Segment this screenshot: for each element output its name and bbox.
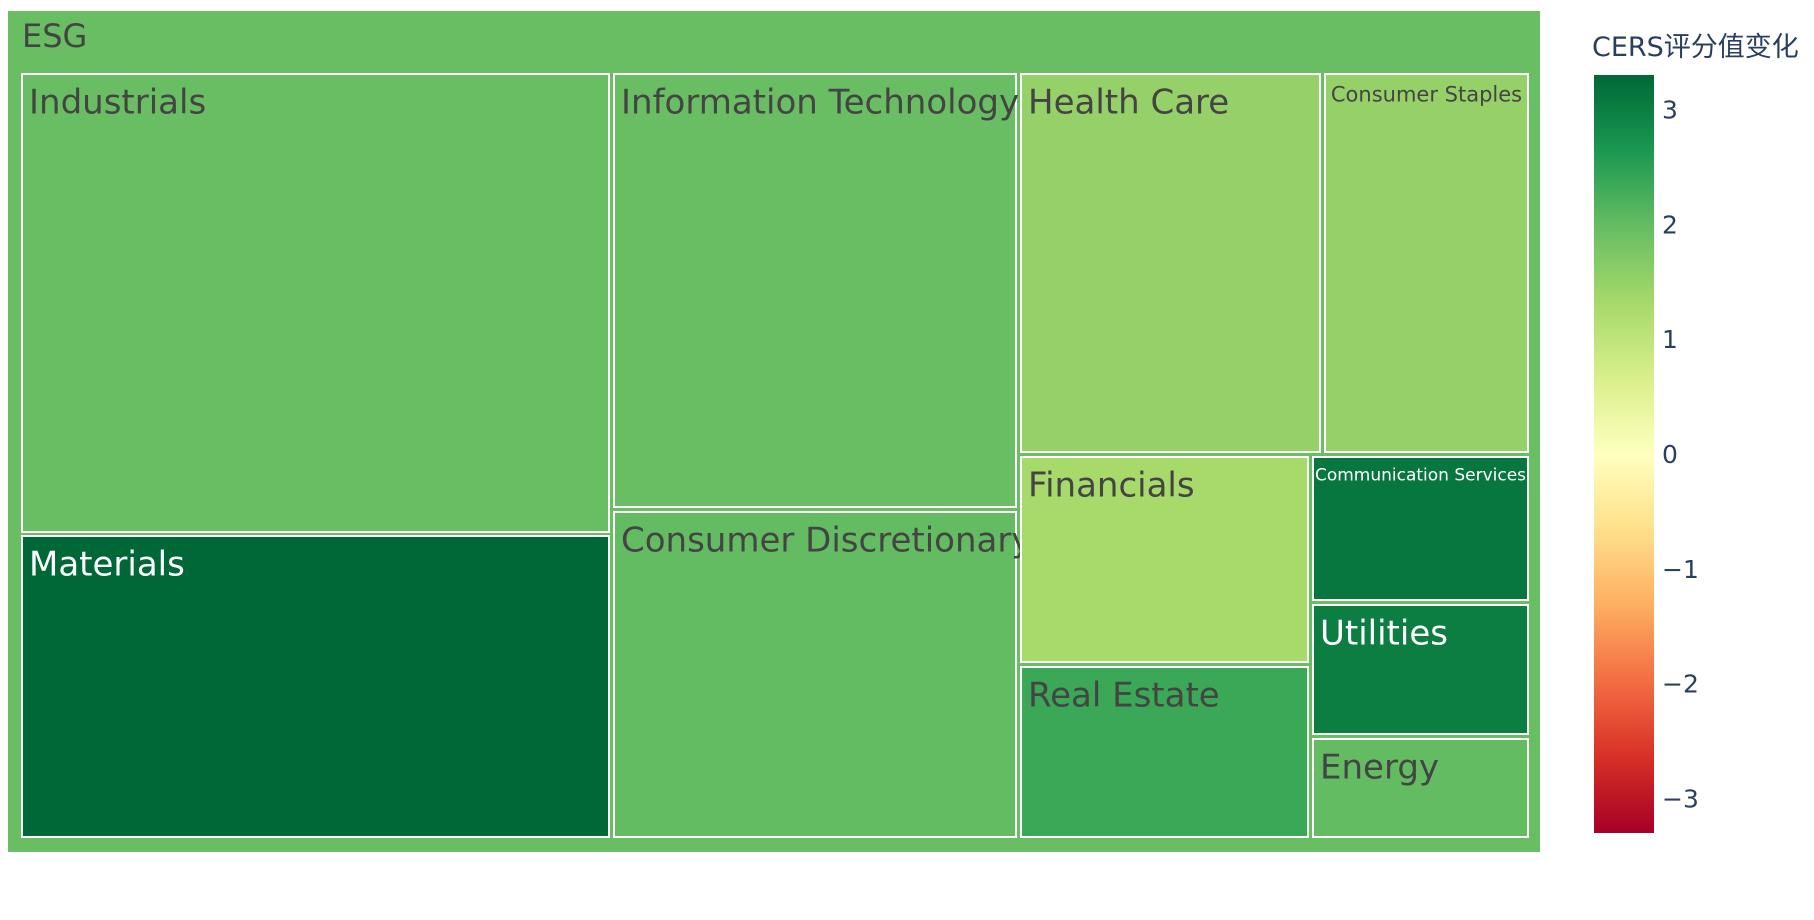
treemap-tile-label: Communication Services (1315, 466, 1526, 486)
colorbar-tick-label: −1 (1662, 555, 1699, 584)
colorbar-gradient (1594, 75, 1654, 833)
treemap-tile-health-care[interactable]: Health Care (1020, 73, 1321, 453)
treemap-tile-energy[interactable]: Energy (1312, 738, 1529, 838)
treemap-tile-label: Consumer Staples (1331, 82, 1522, 106)
treemap-tile-communication-services[interactable]: Communication Services (1312, 456, 1529, 601)
treemap-tile-label: Utilities (1320, 613, 1448, 653)
treemap-tile-label: Industrials (29, 82, 206, 122)
treemap-tile-rect[interactable] (1020, 73, 1321, 453)
treemap-tile-rect[interactable] (1020, 666, 1309, 838)
colorbar-tick-label: −3 (1662, 785, 1699, 814)
treemap-tile-real-estate[interactable]: Real Estate (1020, 666, 1309, 838)
treemap-tile-industrials[interactable]: Industrials (21, 73, 610, 533)
treemap-tile-rect[interactable] (613, 73, 1017, 508)
treemap-tile-rect[interactable] (1312, 456, 1529, 601)
treemap-tile-rect[interactable] (1020, 456, 1309, 663)
colorbar-title: CERS评分值变化 (1592, 32, 1799, 63)
treemap-tile-financials[interactable]: Financials (1020, 456, 1309, 663)
colorbar-tick-label: 2 (1662, 210, 1678, 239)
treemap-tile-label: Consumer Discretionary (621, 520, 1031, 560)
treemap-root-label: ESG (22, 17, 87, 55)
treemap-tile-label: Health Care (1028, 82, 1229, 122)
treemap-tile-rect[interactable] (21, 73, 610, 533)
treemap-tile-label: Energy (1320, 747, 1439, 787)
colorbar-tick-label: 0 (1662, 440, 1678, 469)
treemap-tile-label: Information Technology (621, 82, 1019, 122)
colorbar-ticks: 3 2 1 0 −1 −2 −3 (1662, 95, 1699, 813)
colorbar-tick-label: −2 (1662, 670, 1699, 699)
colorbar: CERS评分值变化 3 2 1 0 −1 −2 −3 (1592, 32, 1799, 833)
colorbar-tick-label: 1 (1662, 325, 1678, 354)
treemap-tile-information-technology[interactable]: Information Technology (613, 73, 1019, 508)
treemap-tile-label: Materials (29, 544, 185, 584)
treemap-tile-utilities[interactable]: Utilities (1312, 604, 1529, 735)
treemap-tile-rect[interactable] (613, 511, 1017, 838)
treemap-tile-materials[interactable]: Materials (21, 535, 610, 838)
treemap-tiles: Industrials Materials Information Technolo… (21, 73, 1529, 838)
treemap-tile-rect[interactable] (1324, 73, 1529, 453)
treemap-tile-rect[interactable] (1312, 738, 1529, 838)
colorbar-tick-label: 3 (1662, 95, 1678, 124)
treemap-tile-rect[interactable] (1312, 604, 1529, 735)
treemap-tile-label: Financials (1028, 465, 1195, 505)
treemap-tile-rect[interactable] (21, 535, 610, 838)
treemap-tile-label: Real Estate (1028, 675, 1220, 715)
treemap-tile-consumer-staples[interactable]: Consumer Staples (1324, 73, 1529, 453)
treemap-tile-consumer-discretionary[interactable]: Consumer Discretionary (613, 511, 1031, 838)
